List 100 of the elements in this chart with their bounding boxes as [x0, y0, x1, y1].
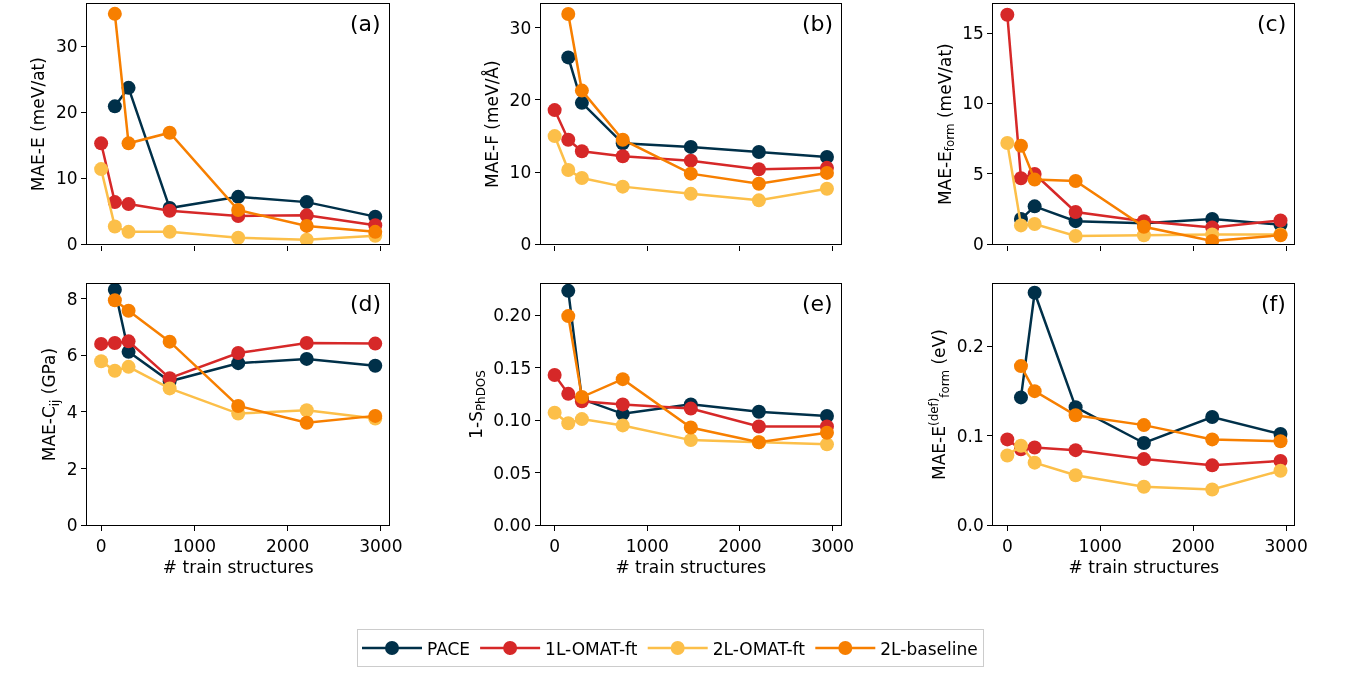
- point: [162, 381, 177, 396]
- point: [547, 103, 562, 118]
- point: [107, 293, 122, 308]
- point: [231, 189, 246, 204]
- point: [683, 186, 698, 201]
- y-tick-label: 0.05: [493, 462, 532, 483]
- y-tick-label: 0: [66, 234, 78, 255]
- point: [121, 359, 136, 374]
- x-axis-title: # train structures: [162, 557, 314, 578]
- point: [162, 334, 177, 349]
- point: [299, 336, 314, 351]
- point: [1013, 218, 1028, 233]
- point: [299, 415, 314, 430]
- point: [368, 336, 383, 351]
- annotation: (f): [1261, 291, 1286, 316]
- y-axis-title: MAE-E (meV/at): [28, 57, 49, 192]
- point: [683, 153, 698, 168]
- point: [231, 203, 246, 218]
- point: [574, 170, 589, 185]
- point: [1205, 482, 1220, 497]
- point: [1136, 452, 1151, 467]
- y-tick-label: 0.1: [956, 425, 984, 446]
- point: [547, 405, 562, 420]
- y-tick-label: 8: [66, 288, 78, 309]
- point: [162, 125, 177, 140]
- point: [231, 398, 246, 413]
- y-tick-label: 0: [520, 234, 532, 255]
- legend-label: 1L-OMAT-ft: [545, 638, 638, 659]
- point: [751, 193, 766, 208]
- x-tick-label: 1000: [172, 535, 217, 556]
- point: [368, 224, 383, 239]
- x-tick-label: 0: [95, 535, 107, 556]
- annotation: (d): [350, 291, 382, 316]
- y-tick-label: 2: [66, 458, 78, 479]
- point: [819, 437, 834, 452]
- legend-label: 2L-baseline: [880, 638, 978, 659]
- point: [299, 403, 314, 418]
- point: [121, 197, 136, 212]
- point: [561, 163, 576, 178]
- point: [1136, 479, 1151, 494]
- point: [683, 420, 698, 435]
- point: [121, 303, 136, 318]
- point: [683, 401, 698, 416]
- point: [561, 50, 576, 65]
- point: [751, 404, 766, 419]
- y-tick-label: 0.15: [493, 357, 532, 378]
- point: [1068, 443, 1083, 458]
- annotation: (a): [350, 11, 381, 36]
- annotation: (e): [802, 291, 833, 316]
- y-tick-label: 20: [509, 89, 532, 110]
- point: [574, 83, 589, 98]
- y-tick-label: 0.2: [956, 336, 984, 357]
- x-axis-title: # train structures: [615, 557, 767, 578]
- point: [751, 144, 766, 159]
- y-tick-label: 0: [972, 234, 984, 255]
- point: [615, 132, 630, 147]
- point: [615, 397, 630, 412]
- point: [1068, 408, 1083, 423]
- point: [299, 218, 314, 233]
- point: [1013, 138, 1028, 153]
- point: [1027, 285, 1042, 300]
- point: [1027, 384, 1042, 399]
- point: [1000, 432, 1015, 447]
- point: [1205, 458, 1220, 473]
- point: [1273, 213, 1288, 228]
- y-tick-label: 5: [972, 163, 984, 184]
- point: [1205, 233, 1220, 245]
- point: [561, 132, 576, 147]
- point: [231, 345, 246, 360]
- y-tick-label: 20: [55, 102, 78, 123]
- point: [561, 416, 576, 431]
- y-tick-label: 10: [962, 93, 984, 114]
- point: [1000, 448, 1015, 463]
- point: [1027, 216, 1042, 231]
- point: [683, 139, 698, 154]
- point: [1136, 418, 1151, 433]
- point: [368, 358, 383, 373]
- point: [107, 363, 122, 378]
- point: [1000, 7, 1015, 22]
- point: [1000, 135, 1015, 150]
- point: [162, 224, 177, 239]
- point: [1027, 455, 1042, 470]
- point: [1068, 205, 1083, 219]
- point: [1205, 432, 1220, 447]
- point: [1013, 438, 1028, 453]
- point: [1013, 390, 1028, 405]
- y-tick-label: 30: [509, 17, 532, 38]
- point: [121, 334, 136, 349]
- point: [547, 129, 562, 144]
- y-tick-label: 0.00: [493, 515, 532, 536]
- y-tick-label: 0.0: [956, 515, 984, 536]
- point: [94, 162, 109, 177]
- point: [1068, 174, 1083, 189]
- x-tick-label: 1000: [625, 535, 669, 556]
- point: [94, 136, 109, 151]
- point: [615, 149, 630, 164]
- point: [1205, 410, 1220, 425]
- point: [1068, 228, 1083, 243]
- point: [751, 419, 766, 434]
- x-tick-label: 3000: [359, 535, 403, 556]
